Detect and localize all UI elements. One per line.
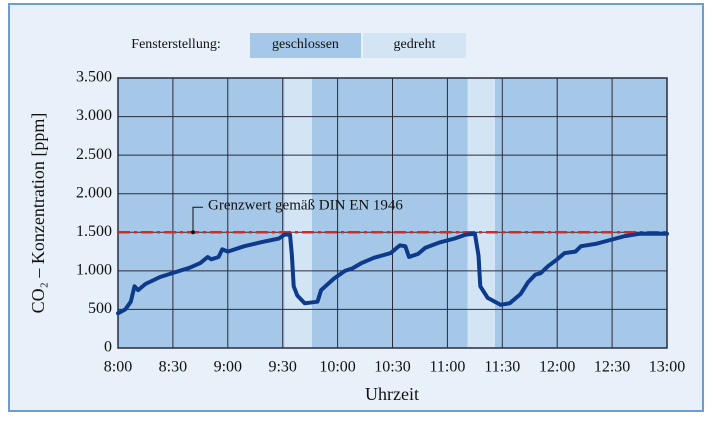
x-tick-label: 13:00 <box>649 359 685 376</box>
x-tick-label: 11:00 <box>429 359 465 376</box>
legend-title: Fensterstellung: <box>131 37 220 52</box>
y-axis-label: CO₂ – Konzentration [ppm] <box>28 113 48 314</box>
x-tick-label: 11:30 <box>484 359 520 376</box>
plot-border <box>117 77 668 349</box>
y-tick-label: 0 <box>104 339 112 356</box>
open-window-span <box>467 78 495 348</box>
y-tick-label: 2.500 <box>76 146 112 163</box>
legend-label: geschlossen <box>272 37 339 52</box>
x-tick-label: 10:00 <box>319 359 355 376</box>
y-tick-label: 2.000 <box>76 184 112 201</box>
x-tick-label: 10:30 <box>374 359 410 376</box>
legend-label: gedreht <box>394 37 436 52</box>
y-tick-label: 1.000 <box>76 262 112 279</box>
x-tick-label: 8:30 <box>159 359 187 376</box>
legend-swatch <box>250 33 361 58</box>
x-tick-label: 9:30 <box>268 359 296 376</box>
legend-swatch <box>363 33 466 58</box>
y-tick-label: 1.500 <box>76 223 112 240</box>
x-axis-label: Uhrzeit <box>365 384 419 404</box>
y-tick-label: 3.500 <box>76 69 112 86</box>
x-tick-label: 8:00 <box>104 359 132 376</box>
annotation-leader <box>192 206 203 233</box>
annotation-dot <box>191 230 195 235</box>
co2-line <box>116 231 669 316</box>
reference-label: Grenzwert gemäß DIN EN 1946 <box>208 198 403 214</box>
y-tick-label: 3.000 <box>76 107 112 124</box>
x-tick-label: 12:30 <box>594 359 630 376</box>
y-tick-label: 500 <box>88 300 112 317</box>
x-tick-label: 12:00 <box>539 359 575 376</box>
x-tick-label: 9:00 <box>214 359 242 376</box>
